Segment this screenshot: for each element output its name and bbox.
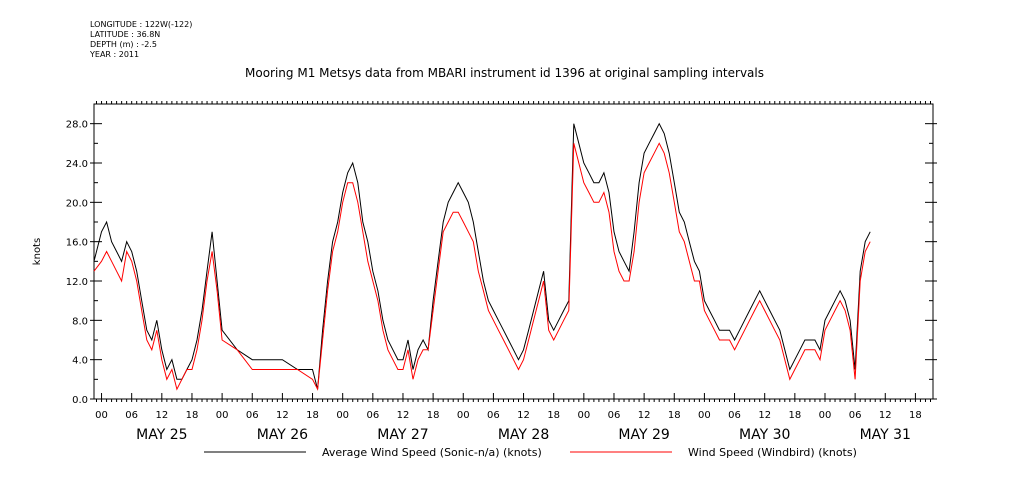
- y-tick-label: 24.0: [66, 159, 88, 170]
- y-tick-label: 12.0: [66, 277, 88, 288]
- series-line-sonic: [93, 122, 871, 390]
- x-hour-label: 12: [276, 410, 289, 421]
- x-hour-label: 00: [95, 410, 108, 421]
- x-hour-label: 06: [728, 410, 741, 421]
- x-hour-label: 00: [457, 410, 470, 421]
- x-hour-label: 12: [879, 410, 892, 421]
- x-hour-label: 06: [125, 410, 138, 421]
- x-hour-label: 18: [306, 410, 319, 421]
- x-hour-label: 00: [336, 410, 349, 421]
- x-hour-label: 12: [517, 410, 530, 421]
- latitude-text: LATITUDE : 36.8N: [90, 30, 161, 39]
- x-hour-label: 00: [698, 410, 711, 421]
- series-line-windbird: [93, 142, 871, 391]
- chart-title: Mooring M1 Metsys data from MBARI instru…: [245, 66, 764, 80]
- depth-text: DEPTH (m) : -2.5: [90, 40, 157, 49]
- x-hour-label: 18: [909, 410, 922, 421]
- y-tick-label: 8.0: [72, 316, 88, 327]
- y-tick-label: 0.0: [72, 395, 88, 406]
- y-tick-label: 4.0: [72, 356, 88, 367]
- legend-label-sonic: Average Wind Speed (Sonic-n/a) (knots): [322, 446, 542, 459]
- x-hour-label: 12: [638, 410, 651, 421]
- y-tick-label: 16.0: [66, 238, 88, 249]
- x-day-label: MAY 25: [136, 427, 187, 443]
- x-hour-label: 06: [246, 410, 259, 421]
- x-hour-label: 06: [849, 410, 862, 421]
- x-day-label: MAY 28: [498, 427, 549, 443]
- x-hour-label: 12: [397, 410, 410, 421]
- x-hour-label: 00: [216, 410, 229, 421]
- x-day-label: MAY 27: [377, 427, 428, 443]
- x-hour-label: 00: [577, 410, 590, 421]
- x-hour-label: 18: [186, 410, 199, 421]
- x-hour-label: 18: [547, 410, 560, 421]
- year-text: YEAR : 2011: [90, 50, 140, 59]
- x-hour-label: 06: [608, 410, 621, 421]
- plot-frame: [93, 103, 934, 400]
- x-hour-label: 12: [758, 410, 771, 421]
- y-tick-label: 20.0: [66, 198, 88, 209]
- x-hour-label: 12: [155, 410, 168, 421]
- x-day-label: MAY 29: [618, 427, 669, 443]
- x-day-label: MAY 26: [257, 427, 308, 443]
- x-day-label: MAY 31: [860, 427, 911, 443]
- longitude-text: LONGITUDE : 122W(-122): [90, 20, 193, 29]
- x-hour-label: 06: [487, 410, 500, 421]
- x-hour-label: 18: [427, 410, 440, 421]
- legend-label-windbird: Wind Speed (Windbird) (knots): [688, 446, 857, 459]
- x-hour-label: 18: [788, 410, 801, 421]
- y-axis-label: knots: [32, 238, 43, 265]
- x-hour-label: 18: [668, 410, 681, 421]
- x-day-label: MAY 30: [739, 427, 790, 443]
- x-hour-label: 06: [366, 410, 379, 421]
- metadata-block: LONGITUDE : 122W(-122) LATITUDE : 36.8N …: [90, 20, 192, 60]
- y-tick-label: 28.0: [66, 120, 88, 131]
- x-hour-label: 00: [819, 410, 832, 421]
